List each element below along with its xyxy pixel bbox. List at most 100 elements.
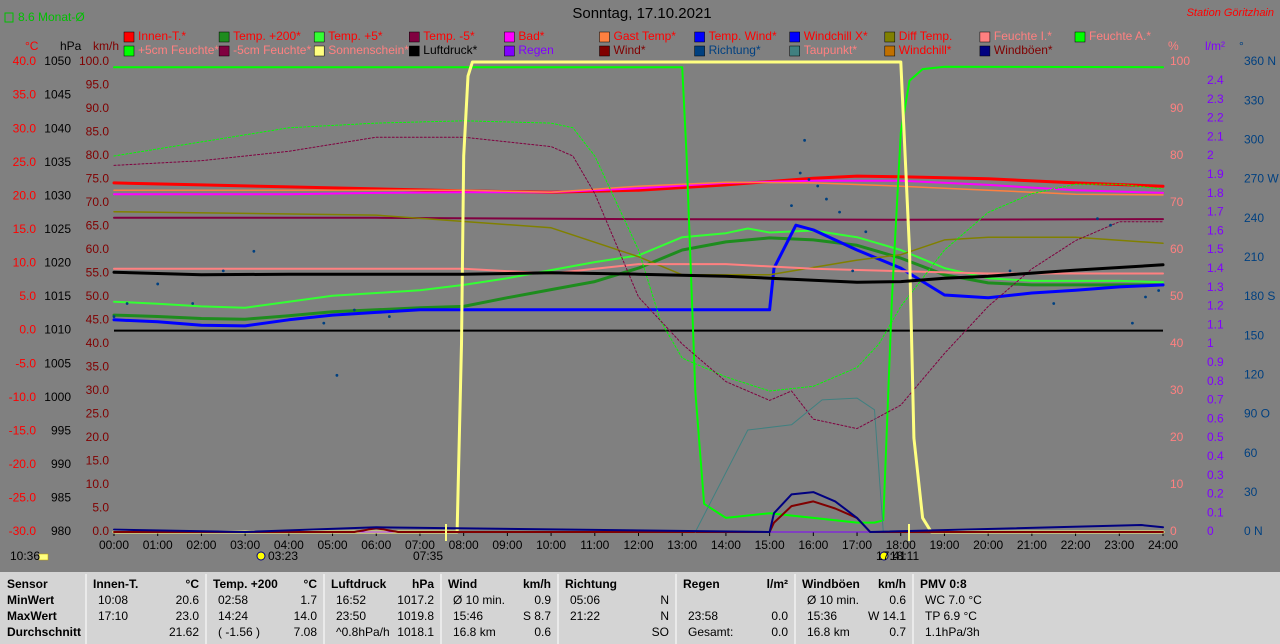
x-tick-label: 23:00: [1104, 538, 1134, 552]
y-tick-label: 150: [1244, 328, 1264, 342]
x-tick-label: 06:00: [361, 538, 391, 552]
cell-text: WC 7.0 °C: [925, 593, 982, 607]
cell-text: 21:22: [570, 609, 600, 623]
scatter-point: [838, 210, 841, 214]
cell-value: 0.6: [534, 625, 551, 639]
legend-label: Richtung*: [709, 43, 761, 57]
cell-text: 02:58: [218, 593, 248, 607]
y-tick-label: 30: [1244, 485, 1258, 499]
y-tick-label: 1.5: [1207, 242, 1224, 256]
legend-swatch: [123, 45, 135, 57]
cell-value: 0.0: [771, 625, 788, 639]
y-tick-label: 60.0: [86, 242, 110, 256]
legend-label: Windböen*: [994, 43, 1053, 57]
cell-text: TP 6.9 °C: [925, 609, 977, 623]
y-tick-label: 120: [1244, 368, 1264, 382]
legend-label: Gast Temp*: [614, 29, 677, 43]
legend-label: Windchill X*: [804, 29, 868, 43]
column-header: Wind: [448, 577, 477, 591]
y-tick-label: 2.3: [1207, 92, 1224, 106]
y-tick-label: 15.0: [13, 222, 37, 236]
scatter-point: [335, 373, 339, 377]
y-tick-label: 360 N: [1244, 54, 1276, 68]
legend-label: -5cm Feuchte*: [233, 43, 311, 57]
y-tick-label: 1040: [44, 121, 71, 135]
scatter-point: [851, 269, 855, 273]
legend-label: +5cm Feuchte*: [138, 43, 219, 57]
y-tick-label: 90: [1170, 101, 1184, 115]
cell-text: ( -1.56 ): [218, 625, 260, 639]
series-line: [113, 120, 1164, 392]
y-tick-label: 70: [1170, 195, 1184, 209]
x-tick-label: 14:00: [711, 538, 741, 552]
y-tick-label: 0.0: [19, 323, 36, 337]
moon-rise: 17:41: [876, 549, 906, 563]
y-tick-label: 0 N: [1244, 524, 1263, 538]
y-tick-label: 100: [1170, 54, 1190, 68]
y-tick-label: 2.4: [1207, 73, 1224, 87]
y-tick-label: 10: [1170, 477, 1184, 491]
column-header: Luftdruck: [331, 577, 387, 591]
series-line: [113, 136, 1164, 430]
chart-title: Sonntag, 17.10.2021: [572, 5, 711, 22]
column-unit: °C: [186, 577, 200, 591]
legend-swatch: [884, 45, 896, 57]
y-tick-label: 1020: [44, 256, 71, 270]
cell-value: 20.6: [176, 593, 200, 607]
series-line: [113, 65, 1164, 524]
legend-label: Diff Temp.: [899, 29, 953, 43]
scatter-point: [1096, 217, 1099, 221]
x-tick-label: 02:00: [186, 538, 216, 552]
legend-label: Temp. +200*: [233, 29, 301, 43]
y-tick-label: 25.0: [13, 155, 37, 169]
cell-value: 1018.1: [397, 625, 434, 639]
y-tick-label: 1050: [44, 54, 71, 68]
series-line: [113, 181, 1164, 196]
legend-label: Feuchte I.*: [994, 29, 1052, 43]
legend-swatch: [409, 45, 420, 57]
column-header: Windböen: [802, 577, 860, 591]
legend-swatch: [313, 45, 325, 57]
cell-value: SO: [652, 625, 669, 639]
column-header: Sensor: [7, 577, 48, 591]
column-header: Innen-T.: [93, 577, 138, 591]
y-tick-label: -25.0: [9, 491, 37, 505]
y-tick-label: 995: [51, 423, 71, 437]
scatter-point: [1131, 321, 1134, 325]
x-tick-label: 08:00: [449, 538, 479, 552]
legend-label: Luftdruck*: [423, 43, 477, 57]
y-tick-label: 35.0: [13, 88, 37, 102]
y-tick-label: 5.0: [19, 289, 36, 303]
y-tick-label: 0.0: [92, 524, 109, 538]
legend-swatch: [1074, 31, 1086, 43]
axis-unit: °C: [25, 39, 39, 53]
cell-value: 21.62: [169, 625, 199, 639]
legend-swatch: [123, 31, 135, 43]
axis-unit: km/h: [93, 39, 119, 53]
day-length: 10:36: [10, 549, 40, 563]
cell-value: 0.0: [771, 609, 788, 623]
cell-text: Gesamt:: [688, 625, 733, 639]
x-tick-label: 19:00: [929, 538, 959, 552]
y-tick-label: 300: [1244, 133, 1264, 147]
y-tick-label: 0.8: [1207, 374, 1224, 388]
legend-swatch: [789, 45, 800, 57]
y-tick-label: 980: [51, 524, 71, 538]
series-line: [113, 491, 1164, 533]
cell-value: 23.0: [176, 609, 200, 623]
y-tick-label: 1.7: [1207, 205, 1224, 219]
legend-swatch: [979, 45, 991, 57]
y-tick-label: -5.0: [15, 356, 36, 370]
series-line: [113, 179, 1164, 196]
column-unit: °C: [304, 577, 318, 591]
y-tick-label: 40.0: [13, 54, 37, 68]
legend-swatch: [409, 31, 420, 43]
scatter-point: [816, 184, 820, 188]
column-unit: km/h: [523, 577, 551, 591]
y-tick-label: 5.0: [92, 501, 109, 515]
axis-unit: l/m²: [1205, 39, 1225, 53]
scatter-point: [803, 138, 806, 142]
column-header: Richtung: [565, 577, 617, 591]
x-tick-label: 04:00: [274, 538, 304, 552]
